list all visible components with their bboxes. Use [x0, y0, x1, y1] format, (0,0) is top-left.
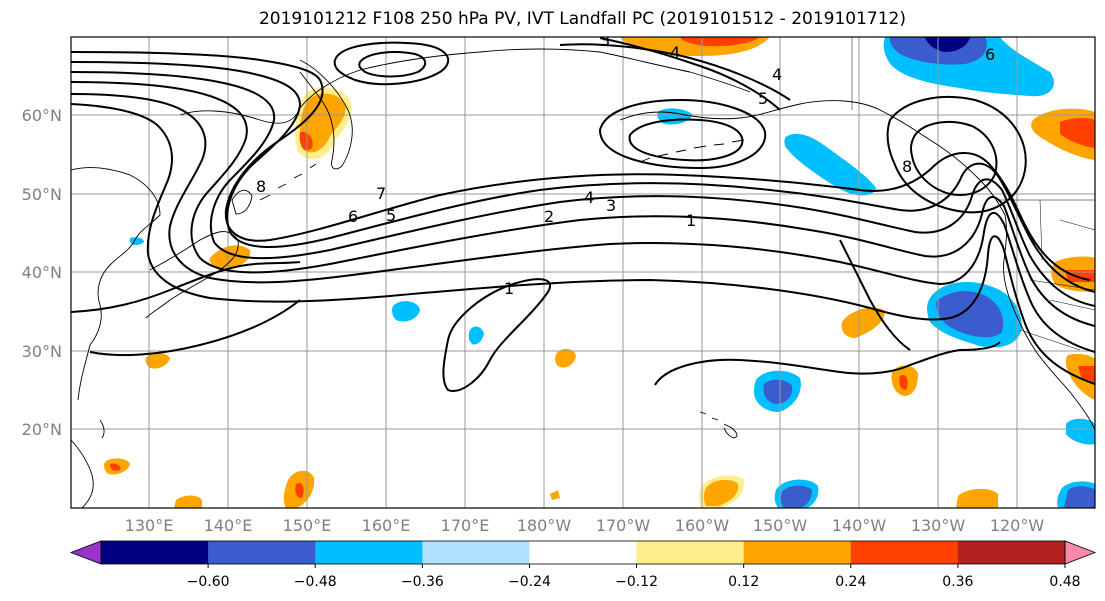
pv-negative-patch: [936, 291, 1004, 338]
longitude-label: 140°E: [204, 516, 253, 535]
pv-negative-patch: [392, 301, 420, 322]
contour-label: 2: [544, 207, 554, 226]
latitude-axis: 60°N 50°N 40°N 30°N 20°N: [22, 106, 62, 439]
pv-positive-patch: [209, 245, 251, 269]
contour-label: 4: [670, 43, 680, 62]
colorbar-swatch: [422, 541, 530, 564]
longitude-label: 150°W: [753, 516, 808, 535]
latitude-label: 20°N: [22, 420, 62, 439]
map-frame: [70, 36, 1096, 509]
pv-positive-patch: [680, 37, 760, 47]
pv-negative-patch: [784, 133, 876, 196]
pv-positive-patch: [956, 488, 998, 508]
ivt-contours: [71, 37, 1095, 392]
colorbar-frame: [100, 540, 1066, 565]
colorbar-swatch: [636, 541, 745, 564]
pv-negative-patch: [468, 326, 484, 345]
contour-label: 6: [348, 207, 358, 226]
colorbar: −0.60 −0.48 −0.36 −0.24 −0.12 0.12 0.24 0.36 0.4…: [69, 540, 1097, 590]
pv-positive-patch: [841, 307, 885, 338]
colorbar-extension-high: [1064, 540, 1097, 565]
pv-positive-patch: [110, 463, 121, 471]
longitude-label: 140°W: [832, 516, 887, 535]
longitude-label: 180°W: [517, 516, 572, 535]
pv-positive-patch: [555, 348, 576, 368]
colorbar-tick-label: −0.48: [294, 574, 337, 590]
longitude-label: 130°W: [911, 516, 966, 535]
map-title: 2019101212 F108 250 hPa PV, IVT Landfall…: [258, 9, 906, 29]
colorbar-swatch: [529, 541, 638, 564]
colorbar-tick-label: −0.36: [401, 574, 444, 590]
colorbar-tick-label: 0.36: [942, 574, 973, 590]
latitude-label: 50°N: [22, 185, 62, 204]
latitude-label: 30°N: [22, 342, 62, 361]
contour-label: 5: [386, 206, 396, 225]
contour-label: 1: [686, 211, 696, 230]
colorbar-tick-label: −0.24: [508, 574, 551, 590]
colorbar-swatch: [957, 541, 1066, 564]
colorbar-swatch: [850, 541, 959, 564]
contour-label: 1: [504, 279, 514, 298]
pv-negative-patch: [1066, 418, 1095, 445]
pv-positive-patch: [703, 479, 739, 506]
colorbar-swatch: [101, 541, 209, 564]
pv-positive-patch: [550, 490, 560, 500]
pv-positive-patch: [1065, 353, 1095, 400]
contour-labels: 3 4 4 6 5 8 8 7 6 5 4 3 2 1 1: [256, 31, 995, 298]
colorbar-swatch: [208, 541, 316, 564]
colorbar-tick-label: −0.60: [187, 574, 230, 590]
pv-positive-patch: [295, 482, 304, 498]
contour-label: 8: [256, 177, 266, 196]
pv-shading: [104, 37, 1095, 508]
longitude-label: 160°E: [362, 516, 411, 535]
pv-positive-patch: [899, 374, 908, 390]
longitude-label: 160°W: [675, 516, 730, 535]
pv-negative-patch: [780, 485, 812, 508]
longitude-axis: 130°E 140°E 150°E 160°E 170°E 180°W 170°…: [125, 516, 1045, 535]
pv-negative-patch: [1064, 486, 1095, 508]
contour-label: 8: [902, 157, 912, 176]
colorbar-extension-low: [69, 540, 102, 565]
contour-label: 3: [600, 31, 610, 50]
longitude-label: 170°E: [441, 516, 490, 535]
latitude-label: 60°N: [22, 106, 62, 125]
longitude-label: 150°E: [283, 516, 332, 535]
colorbar-tick-label: 0.24: [835, 574, 866, 590]
pv-positive-patch: [174, 495, 202, 508]
contour-label: 3: [606, 196, 616, 215]
pv-positive-patch: [300, 93, 346, 153]
latitude-label: 40°N: [22, 263, 62, 282]
longitude-label: 170°W: [596, 516, 651, 535]
pv-negative-patch: [763, 379, 793, 404]
colorbar-tick-label: 0.48: [1049, 574, 1080, 590]
colorbar-swatch: [743, 541, 852, 564]
pv-positive-patch: [299, 131, 313, 151]
pv-positive-patch: [1060, 118, 1095, 148]
colorbar-tick-label: −0.12: [615, 574, 658, 590]
graticule: [71, 37, 1095, 508]
contour-label: 7: [376, 184, 386, 203]
longitude-label: 120°W: [990, 516, 1045, 535]
pv-negative-patch: [925, 37, 970, 52]
colorbar-tick-label: 0.12: [728, 574, 759, 590]
contour-label: 6: [985, 45, 995, 64]
pv-positive-patch: [145, 352, 170, 369]
contour-label: 4: [584, 188, 594, 207]
colorbar-swatch: [315, 541, 423, 564]
contour-label: 4: [772, 65, 782, 84]
coastlines: [71, 48, 1095, 508]
contour-label: 5: [758, 89, 768, 108]
longitude-label: 130°E: [125, 516, 174, 535]
